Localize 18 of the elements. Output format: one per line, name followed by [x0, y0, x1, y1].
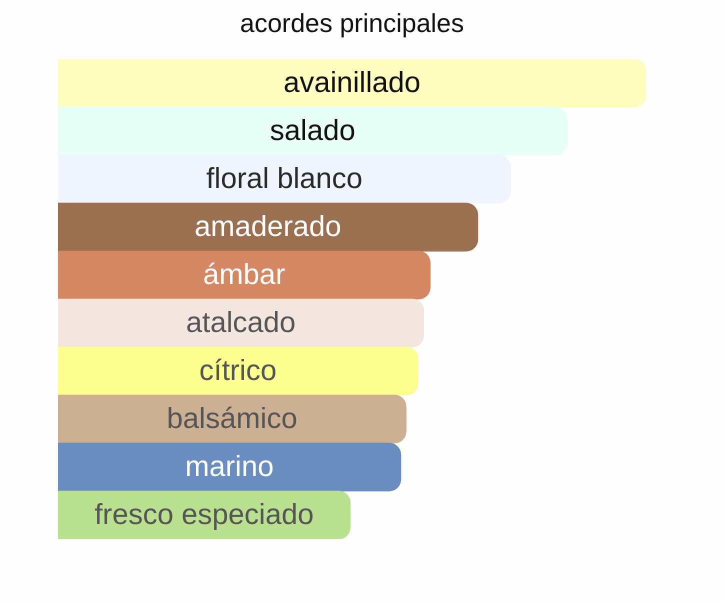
- y-tick-label: floral blanco: [206, 163, 363, 196]
- bar: [58, 394, 406, 444]
- bar: [58, 346, 418, 396]
- bar: [58, 202, 478, 252]
- bar: [58, 442, 402, 492]
- y-tick-label: salado: [270, 115, 356, 148]
- bar: [58, 298, 424, 348]
- y-tick-label: amaderado: [194, 211, 342, 244]
- y-tick-label: avainillado: [283, 67, 421, 100]
- y-tick-label: ámbar: [203, 259, 286, 292]
- y-tick-label: cítrico: [199, 355, 277, 388]
- y-tick-label: balsámico: [166, 403, 298, 436]
- chart-title: acordes principales: [240, 8, 464, 38]
- y-tick-label: marino: [185, 451, 274, 484]
- y-tick-label: fresco especiado: [94, 499, 314, 532]
- bar: [58, 59, 646, 108]
- y-tick-label: atalcado: [186, 307, 296, 340]
- bar: [58, 250, 431, 300]
